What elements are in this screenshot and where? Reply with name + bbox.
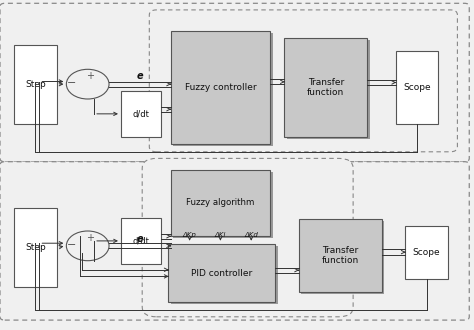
FancyBboxPatch shape (14, 45, 57, 124)
FancyBboxPatch shape (149, 10, 457, 152)
Text: d/dt: d/dt (133, 109, 149, 118)
Text: Scope: Scope (403, 83, 431, 92)
FancyBboxPatch shape (284, 38, 367, 137)
Text: ΔKi: ΔKi (215, 232, 226, 238)
Text: Scope: Scope (413, 248, 440, 257)
Text: Transfer
function: Transfer function (321, 246, 359, 265)
Text: Fuzzy controller: Fuzzy controller (184, 83, 256, 92)
Text: Fuzzy algorithm: Fuzzy algorithm (186, 198, 255, 208)
FancyBboxPatch shape (14, 208, 57, 287)
Text: −: − (67, 240, 76, 250)
FancyBboxPatch shape (121, 218, 161, 264)
Text: Transfer
function: Transfer function (307, 78, 345, 97)
FancyBboxPatch shape (171, 31, 270, 144)
Text: +: + (86, 233, 94, 243)
FancyBboxPatch shape (287, 40, 370, 139)
Text: ΔKp: ΔKp (182, 232, 197, 238)
FancyBboxPatch shape (396, 51, 438, 124)
Text: PID controller: PID controller (191, 269, 252, 278)
Text: Step: Step (25, 243, 46, 252)
Text: e: e (137, 71, 143, 81)
Text: ΔKd: ΔKd (244, 232, 258, 238)
Text: Step: Step (25, 80, 46, 89)
Text: +: + (86, 71, 94, 81)
Text: −: − (67, 79, 76, 88)
FancyBboxPatch shape (301, 221, 384, 294)
Text: d/dt: d/dt (133, 236, 149, 246)
FancyBboxPatch shape (121, 91, 161, 137)
FancyBboxPatch shape (0, 3, 469, 162)
FancyBboxPatch shape (168, 244, 275, 302)
Text: e: e (137, 234, 143, 244)
FancyBboxPatch shape (171, 246, 278, 304)
FancyBboxPatch shape (142, 158, 353, 317)
FancyBboxPatch shape (299, 219, 382, 292)
FancyBboxPatch shape (405, 226, 448, 279)
FancyBboxPatch shape (0, 162, 469, 320)
FancyBboxPatch shape (173, 33, 273, 146)
FancyBboxPatch shape (171, 170, 270, 236)
FancyBboxPatch shape (173, 172, 273, 238)
